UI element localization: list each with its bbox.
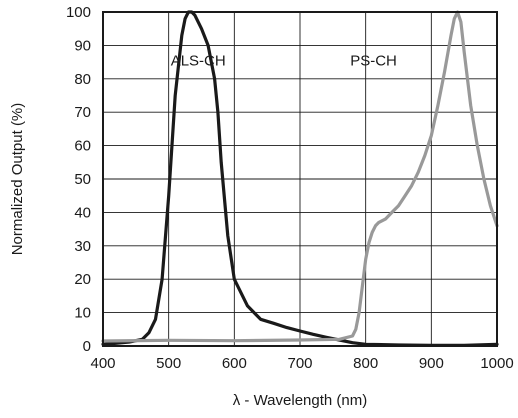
- plot-frame: [102, 11, 498, 347]
- y-tick-label: 30: [74, 238, 91, 255]
- series-layer: [101, 10, 499, 347]
- grid-layer: [102, 11, 498, 347]
- y-axis-title: Normalized Output (%): [9, 103, 26, 256]
- y-tick-label: 0: [83, 338, 91, 355]
- x-tick-label: 700: [287, 355, 312, 372]
- series-line-als-ch: [101, 10, 499, 347]
- series-line-ps-ch: [101, 10, 499, 343]
- x-tick-label: 400: [90, 355, 115, 372]
- x-tick-label: 1000: [480, 355, 513, 372]
- y-tick-label: 70: [74, 104, 91, 121]
- y-tick-label: 20: [74, 271, 91, 288]
- x-tick-label: 800: [353, 355, 378, 372]
- y-tick-label: 100: [66, 4, 91, 21]
- x-axis-title: λ - Wavelength (nm): [233, 392, 367, 409]
- series-label-ps-ch: PS-CH: [350, 52, 397, 69]
- x-tick-label: 900: [419, 355, 444, 372]
- y-tick-label: 90: [74, 37, 91, 54]
- x-tick-label: 600: [222, 355, 247, 372]
- series-labels: ALS-CH PS-CH: [171, 52, 397, 69]
- y-tick-label: 80: [74, 71, 91, 88]
- tick-labels: 400 500 600 700 800 900 1000 0 10 20 30 40 50 60 70 80 9…: [66, 4, 514, 372]
- x-tick-label: 500: [156, 355, 181, 372]
- y-tick-label: 10: [74, 305, 91, 322]
- y-tick-label: 50: [74, 171, 91, 188]
- y-tick-label: 60: [74, 138, 91, 155]
- y-tick-label: 40: [74, 204, 91, 221]
- series-label-als-ch: ALS-CH: [171, 52, 226, 69]
